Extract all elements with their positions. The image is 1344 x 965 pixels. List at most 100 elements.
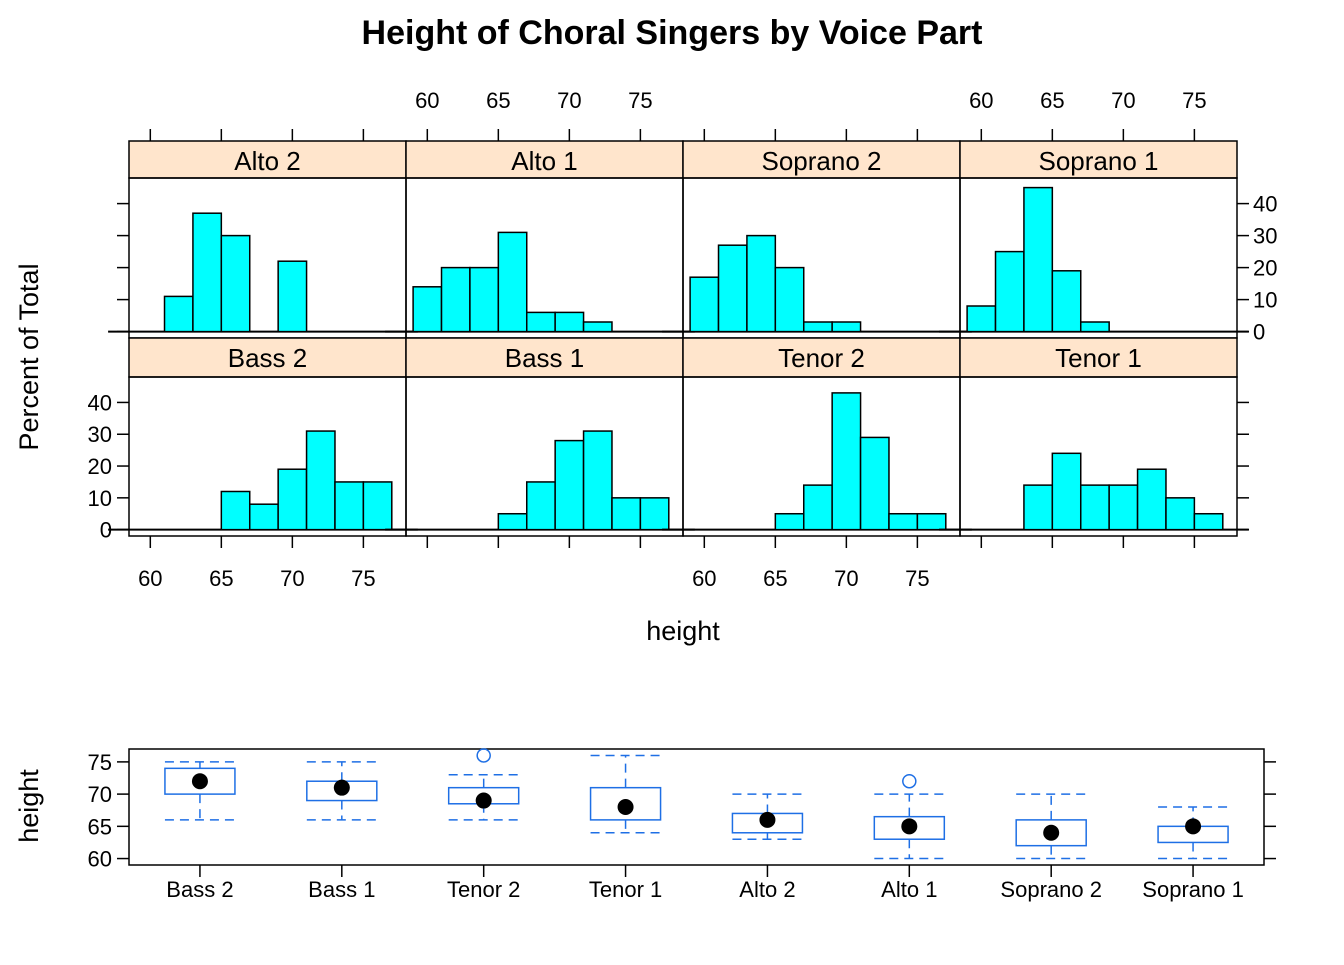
y-tick-label-left-bass-2-20: 20 [88,454,112,479]
bar-alto-2-1 [163,295,194,333]
bar-soprano-1-1 [994,250,1025,333]
boxplot-category-label-alto-1: Alto 1 [881,877,937,902]
bar-alto-1-1 [440,266,471,333]
bar-alto-1-2 [469,266,500,333]
x-tick-label-top-alto-1-75: 75 [628,88,652,113]
x-tick-label-bottom-bass-2-60: 60 [138,566,162,591]
strip-alto-1 [405,140,684,179]
bar-bass-1-6 [582,430,613,531]
median-dot-alto-1 [901,818,918,835]
histogram-panels: Alto 2 Alto 1 60 65 70 75 Soprano 2 Soprano 1 60… [88,88,1278,591]
strip-label-tenor-1: Tenor 1 [1055,343,1142,373]
bar-soprano-1-3 [1051,270,1082,333]
boxplot-category-label-tenor-2: Tenor 2 [447,877,520,902]
bar-tenor-2-4 [802,484,833,531]
boxplot-panel: 60 65 70 75 Bass 2 Bass 1 Tenor 2 Tenor 1 Alto 2… [88,748,1276,902]
boxplot-y-axis-label: height [14,769,44,843]
bar-alto-2-3 [220,234,251,333]
histogram-x-axis-label: height [646,616,720,646]
strip-soprano-1 [959,140,1238,179]
chart-title: Height of Choral Singers by Voice Part [362,14,983,52]
bar-tenor-2-8 [916,512,947,531]
bar-alto-1-3 [497,231,528,333]
bar-tenor-2-7 [888,512,919,531]
boxplot-category-label-alto-2: Alto 2 [739,877,795,902]
bar-soprano-2-1 [717,244,748,333]
boxplot-category-label-soprano-2: Soprano 2 [1000,877,1102,902]
boxplot-frame [128,748,1265,866]
y-tick-label-right-soprano-1-0: 0 [1253,320,1265,345]
bar-bass-2-3 [220,490,251,531]
outlier-alto-1-0 [902,773,917,789]
y-tick-label-right-soprano-1-20: 20 [1253,256,1277,281]
strip-alto-2 [128,140,407,179]
boxplot-category-label-bass-1: Bass 1 [308,877,375,902]
bar-tenor-2-6 [859,436,890,531]
x-tick-label-bottom-tenor-2-60: 60 [692,566,716,591]
y-tick-label-left-bass-2-30: 30 [88,422,112,447]
strip-label-alto-2: Alto 2 [234,146,301,176]
y-tick-label-left-bass-2-0: 0 [100,518,112,543]
x-tick-label-bottom-bass-2-65: 65 [209,566,233,591]
strip-label-alto-1: Alto 1 [511,146,578,176]
x-tick-label-bottom-tenor-2-65: 65 [763,566,787,591]
bar-soprano-2-3 [774,266,805,333]
bar-bass-2-7 [334,481,365,531]
median-dot-soprano-2 [1043,824,1060,841]
bar-soprano-2-5 [831,321,862,333]
strip-label-soprano-1: Soprano 1 [1039,146,1159,176]
bar-alto-1-6 [582,321,613,333]
bar-bass-2-8 [362,481,393,531]
boxplot-category-label-bass-2: Bass 2 [166,877,233,902]
bar-soprano-2-4 [802,321,833,333]
bar-soprano-2-2 [746,234,777,333]
bar-bass-2-6 [305,430,336,531]
boxplot-y-tick-label-70: 70 [88,782,112,807]
x-tick-label-top-soprano-1-75: 75 [1182,88,1206,113]
x-tick-label-top-alto-1-70: 70 [557,88,581,113]
histogram-y-axis-label: Percent of Total [14,263,44,450]
bar-bass-2-5 [277,468,308,531]
x-tick-label-top-soprano-1-65: 65 [1040,88,1064,113]
boxplot-y-tick-label-60: 60 [88,847,112,872]
x-tick-label-bottom-tenor-2-75: 75 [905,566,929,591]
x-tick-label-top-alto-1-65: 65 [486,88,510,113]
boxplot-y-tick-label-75: 75 [88,750,112,775]
strip-tenor-1 [959,337,1238,378]
median-dot-tenor-2 [475,792,492,809]
strip-label-tenor-2: Tenor 2 [778,343,865,373]
bar-tenor-1-7 [1165,497,1196,531]
x-tick-label-bottom-bass-2-70: 70 [280,566,304,591]
bar-tenor-1-6 [1136,468,1167,531]
box-soprano-2 [1015,819,1087,847]
x-tick-label-top-alto-1-60: 60 [415,88,439,113]
bar-tenor-2-5 [831,392,862,531]
y-tick-label-left-bass-2-10: 10 [88,486,112,511]
bar-alto-1-5 [554,311,585,333]
bar-soprano-1-2 [1023,186,1054,333]
bar-soprano-1-0 [966,305,997,333]
median-dot-tenor-1 [617,799,634,815]
median-dot-soprano-1 [1185,818,1202,835]
bar-alto-1-0 [412,286,443,333]
bar-bass-1-3 [497,512,528,531]
bar-tenor-1-4 [1079,484,1110,531]
boxplot-category-label-soprano-1: Soprano 1 [1142,877,1244,902]
median-dot-bass-1 [333,779,350,796]
x-tick-label-top-soprano-1-60: 60 [969,88,993,113]
bar-bass-1-8 [639,497,670,531]
bar-soprano-1-4 [1079,321,1110,333]
bar-bass-1-5 [554,439,585,531]
boxplot-category-label-tenor-1: Tenor 1 [589,877,662,902]
strip-label-bass-1: Bass 1 [505,343,585,373]
bar-bass-1-7 [611,497,642,531]
bar-soprano-2-0 [689,276,720,333]
outlier-tenor-2-0 [476,748,491,763]
bar-tenor-1-5 [1108,484,1139,531]
bar-alto-2-2 [192,212,223,333]
panel-frame-tenor-1 [959,376,1238,537]
bar-tenor-1-3 [1051,452,1082,531]
median-dot-bass-2 [191,773,208,790]
strip-tenor-2 [682,337,961,378]
